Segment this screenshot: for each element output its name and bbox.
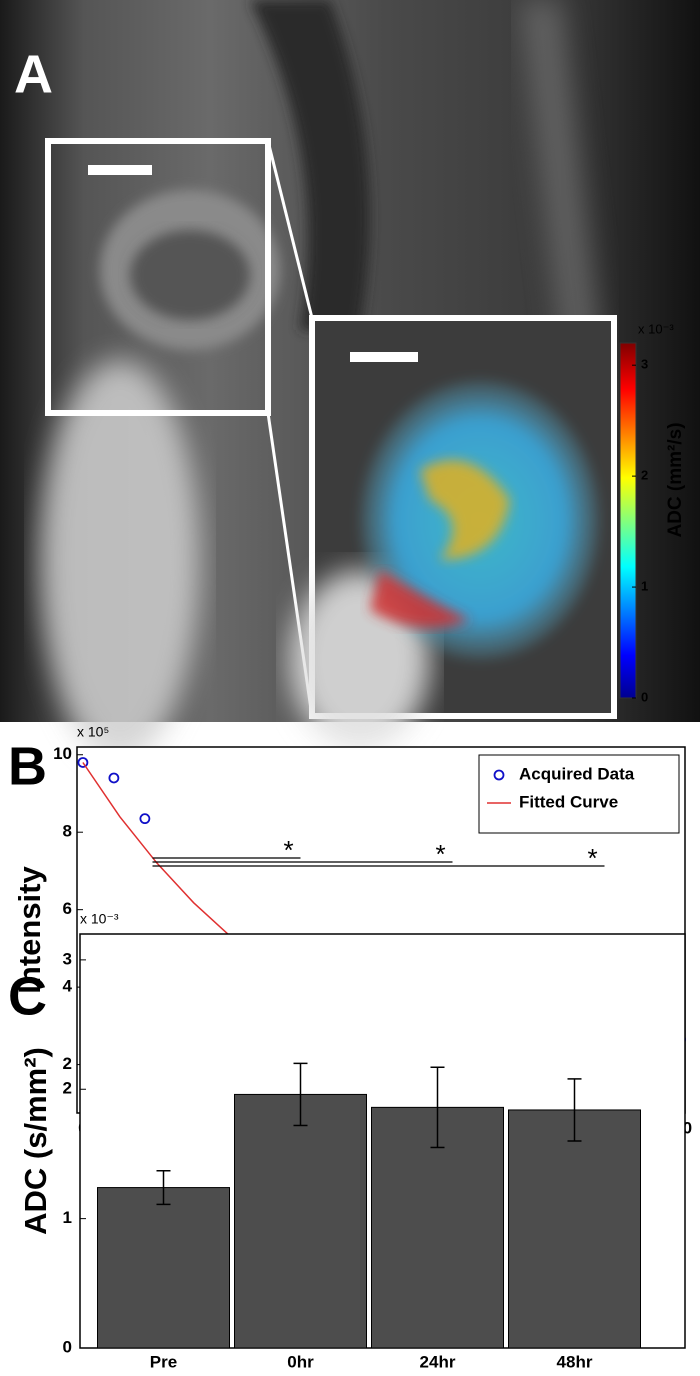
y-tick-label: 6 — [63, 899, 72, 918]
legend-swatch — [493, 769, 505, 781]
y-scale: x 10⁻³ — [80, 911, 119, 927]
data-point — [139, 813, 151, 825]
bar — [97, 1187, 230, 1349]
y-axis-title: ADC (s/mm²) — [18, 1047, 53, 1235]
legend-entry: Fitted Curve — [519, 792, 618, 811]
y-tick-label: 4 — [63, 977, 73, 996]
y-axis-title: Intensity — [12, 866, 47, 994]
colorbar — [619, 342, 637, 699]
y-tick-label: 8 — [63, 822, 72, 841]
colorbar-tick-label: 2 — [641, 468, 648, 483]
legend-entry: Acquired Data — [519, 764, 635, 783]
significance-label: * — [587, 843, 597, 873]
legend-box — [478, 754, 680, 834]
y-scale: x 10⁵ — [77, 724, 109, 740]
x-tick-label: 0hr — [287, 1352, 314, 1371]
bar — [508, 1109, 641, 1349]
significance-label: * — [283, 835, 293, 865]
panel-label: B — [8, 736, 47, 796]
x-tick-label: Pre — [150, 1352, 177, 1371]
mri-image — [0, 0, 700, 760]
y-tick-label: 3 — [63, 949, 72, 968]
colorbar-tick-label: 0 — [641, 689, 648, 704]
y-tick-label: 2 — [63, 1054, 72, 1073]
x-tick-label: 24hr — [420, 1352, 456, 1371]
colorbar-scale: x 10⁻³ — [638, 321, 674, 336]
colorbar-tick-label: 3 — [641, 357, 648, 372]
x-tick-label: 48hr — [557, 1352, 593, 1371]
bar — [234, 1093, 367, 1349]
panel-label: C — [8, 966, 47, 1026]
significance-label: * — [435, 839, 445, 869]
colorbar-tick-label: 1 — [641, 579, 648, 594]
data-point — [77, 757, 89, 768]
colorbar-label: ADC (mm²/s) — [665, 422, 686, 537]
y-tick-label: 1 — [63, 1208, 72, 1227]
data-point — [108, 772, 120, 784]
y-tick-label: 0 — [63, 1337, 72, 1356]
y-tick-label: 10 — [53, 744, 72, 763]
panel-label: A — [14, 44, 53, 104]
y-tick-label: 2 — [63, 1079, 72, 1098]
